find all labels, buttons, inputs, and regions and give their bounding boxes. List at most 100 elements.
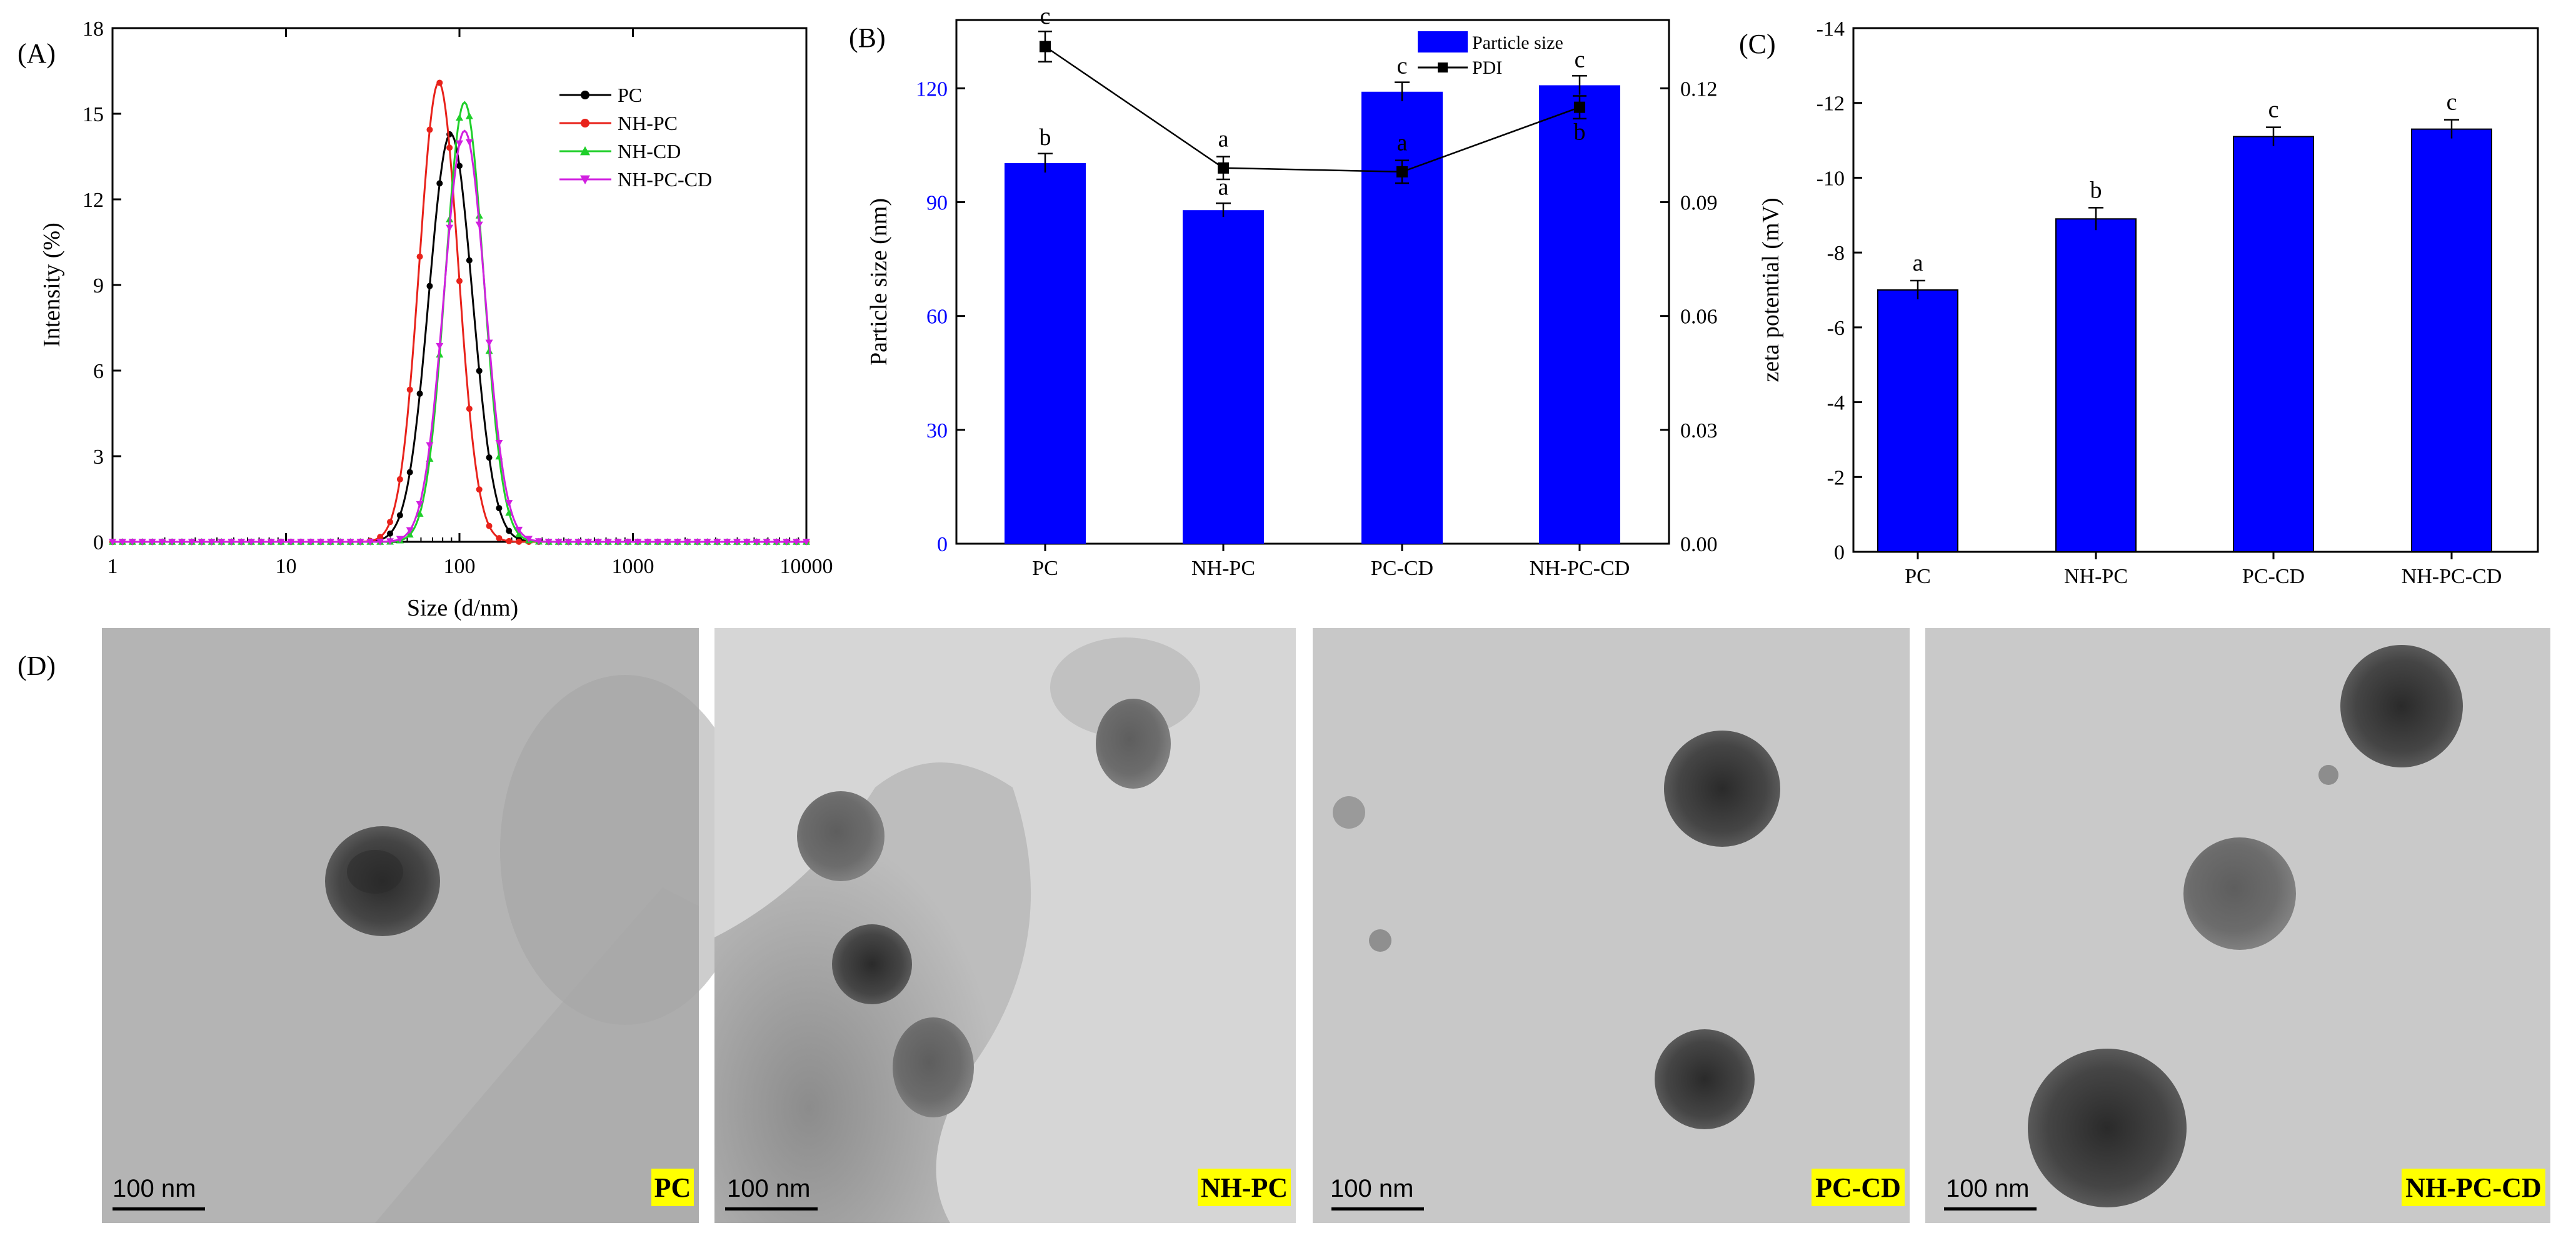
- micrograph-nh-pc: [714, 628, 1296, 1223]
- data-point: [208, 539, 216, 546]
- legend-marker-pdi: [1438, 62, 1448, 72]
- pdi-point: [1040, 41, 1051, 52]
- bar: [2055, 218, 2137, 552]
- data-point: [178, 539, 186, 546]
- data-point: [387, 519, 393, 526]
- small-particle: [1369, 929, 1391, 952]
- y-tick-label: 6: [93, 360, 104, 383]
- panel-a-series: [109, 79, 810, 546]
- y-tick-label: -2: [1827, 466, 1845, 489]
- data-point: [534, 538, 543, 546]
- panel-b-pdi-line: c a a b: [1038, 3, 1586, 184]
- significance-letter: c: [2447, 89, 2457, 116]
- data-point: [436, 79, 443, 86]
- data-point: [476, 486, 483, 493]
- data-point: [218, 539, 226, 546]
- bar: [1539, 85, 1620, 544]
- data-point: [158, 539, 166, 546]
- panel-a-ylabel: Intensity (%): [39, 222, 65, 347]
- data-point: [723, 539, 731, 546]
- scale-bar: [1944, 1207, 2037, 1211]
- data-point: [416, 501, 424, 508]
- y-tick-label: 90: [926, 191, 948, 214]
- data-point: [406, 531, 414, 538]
- sample-label: NH-PC: [1201, 1172, 1288, 1203]
- scale-bar-label: 100 nm: [113, 1175, 196, 1202]
- nanoparticle: [797, 791, 885, 881]
- pdi-point: [1574, 101, 1585, 113]
- data-point: [486, 454, 493, 461]
- data-point: [406, 469, 413, 476]
- data-point: [366, 539, 374, 546]
- data-point: [336, 539, 344, 546]
- panel-c-ylabel: zeta potential (mV): [1758, 197, 1784, 382]
- pdi-significance-letter: c: [1040, 3, 1051, 29]
- data-point: [554, 539, 563, 546]
- y-tick-label: 9: [93, 274, 104, 297]
- data-point: [525, 536, 533, 543]
- legend-label: NH-PC: [618, 112, 678, 134]
- data-point: [644, 539, 652, 546]
- category-label: PC-CD: [1371, 557, 1433, 580]
- nanoparticle: [1655, 1029, 1755, 1129]
- data-point: [238, 539, 246, 546]
- y-tick-label: 18: [83, 17, 104, 41]
- panel-label-d: (D): [18, 651, 56, 681]
- data-point: [516, 538, 523, 545]
- data-point: [426, 126, 433, 133]
- data-point: [506, 527, 513, 534]
- data-point: [505, 509, 513, 516]
- data-point: [664, 539, 671, 546]
- data-point: [713, 539, 721, 546]
- category-label: PC: [1905, 565, 1931, 588]
- legend-label: NH-CD: [618, 140, 681, 162]
- data-point: [506, 537, 513, 544]
- panel-c-plot-frame: [1852, 27, 2539, 553]
- micrograph-pc-cd: [1313, 628, 1910, 1223]
- data-point: [297, 539, 305, 546]
- data-point: [396, 512, 403, 519]
- pdi-point: [1396, 166, 1408, 177]
- x-tick-label: 100: [444, 555, 476, 578]
- panel-c-bars: a b c c: [1877, 89, 2492, 553]
- nanoparticle: [893, 1017, 974, 1117]
- panel-d: (D): [18, 628, 2550, 1223]
- nanoparticle: [1664, 731, 1780, 847]
- panel-c-axis-ticks: 0 -2 -4 -6 -8 -10 -12 -14 PC NH-PC PC-CD NH-PC-CD: [1817, 17, 2502, 588]
- panel-b-plot-frame: [955, 19, 1670, 545]
- data-point: [346, 539, 354, 546]
- data-point: [574, 539, 583, 546]
- significance-letter: c: [1397, 53, 1408, 79]
- data-point: [515, 530, 523, 537]
- pdi-line: [1045, 46, 1580, 173]
- pdi-significance-letter: a: [1397, 130, 1408, 156]
- data-point: [307, 539, 315, 546]
- x-tick-label: 1000: [612, 555, 654, 578]
- sample-label: PC: [654, 1172, 691, 1203]
- data-point: [743, 539, 751, 546]
- data-point: [436, 180, 443, 187]
- x-tick-label: 10000: [780, 555, 833, 578]
- data-point: [624, 539, 632, 546]
- y-tick-label: 0: [93, 531, 104, 554]
- data-point: [496, 505, 503, 512]
- y-tick-label: 0: [1834, 541, 1845, 564]
- small-particle: [1333, 796, 1365, 829]
- significance-letter: a: [1913, 250, 1923, 276]
- scale-bar: [113, 1207, 205, 1211]
- bar: [2411, 128, 2492, 553]
- data-point: [465, 139, 473, 146]
- panel-label-c: (C): [1739, 29, 1776, 59]
- data-point: [436, 342, 444, 350]
- data-point: [614, 539, 622, 546]
- sample-label-highlight: [651, 1169, 694, 1206]
- sample-label: PC-CD: [1815, 1172, 1901, 1203]
- y-tick-label: 60: [926, 306, 948, 329]
- significance-letter: a: [1218, 174, 1229, 200]
- data-point: [406, 386, 413, 393]
- panel-label-a: (A): [18, 38, 56, 69]
- pdi-significance-letter: b: [1574, 119, 1586, 145]
- category-label: NH-PC-CD: [1530, 557, 1630, 580]
- data-point: [416, 510, 424, 517]
- data-point: [693, 539, 701, 546]
